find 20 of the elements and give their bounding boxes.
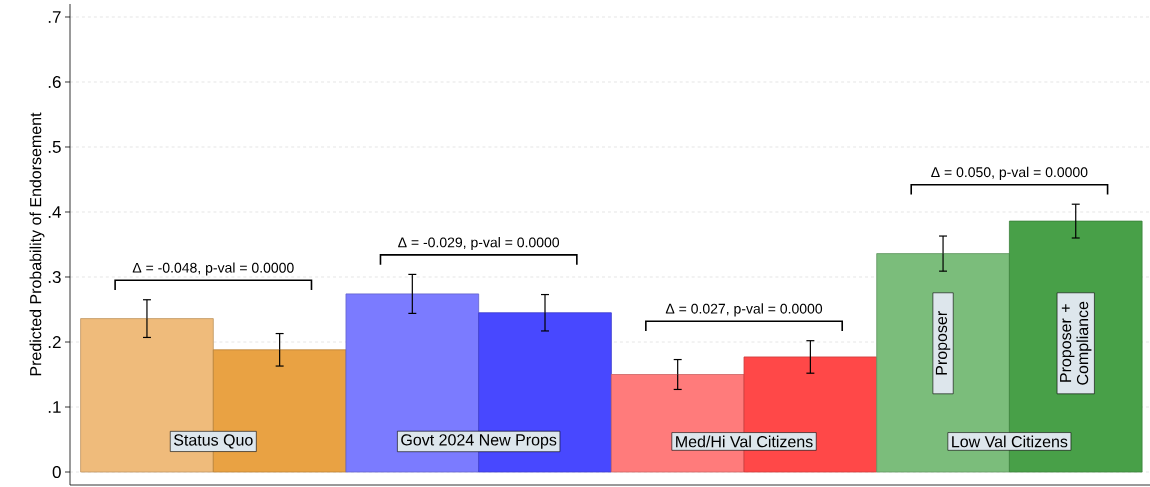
x-tick-label: Low Val Citizens xyxy=(952,435,1068,448)
y-tick-label: .1 xyxy=(48,401,61,413)
bar xyxy=(876,253,1010,473)
x-tick-label: Govt 2024 New Props xyxy=(401,434,557,449)
annotation: Δ = -0.048, p-val = 0.0000 xyxy=(132,262,294,276)
y-axis-title: Predicted Probability of Endorsement xyxy=(29,112,45,376)
annotation: Δ = 0.027, p-val = 0.0000 xyxy=(665,303,823,317)
y-tick-label: 0 xyxy=(52,465,61,479)
x-tick-label: Status Quo xyxy=(174,434,253,449)
y-tick-label: .4 xyxy=(48,206,61,218)
annotation: Δ = -0.029, p-val = 0.0000 xyxy=(398,237,560,251)
y-tick-label: .7 xyxy=(48,11,61,23)
series-label: Proposer + Compliance xyxy=(1060,301,1092,385)
y-tick-label: .3 xyxy=(48,270,61,284)
y-tick-label: .6 xyxy=(48,75,61,89)
series-label: Proposer xyxy=(935,311,951,375)
annotation: Δ = 0.050, p-val = 0.0000 xyxy=(931,166,1088,180)
y-tick-label: .2 xyxy=(48,336,61,348)
y-tick-label: .5 xyxy=(48,141,61,153)
x-tick-label: Med/Hi Val Citizens xyxy=(676,435,813,448)
